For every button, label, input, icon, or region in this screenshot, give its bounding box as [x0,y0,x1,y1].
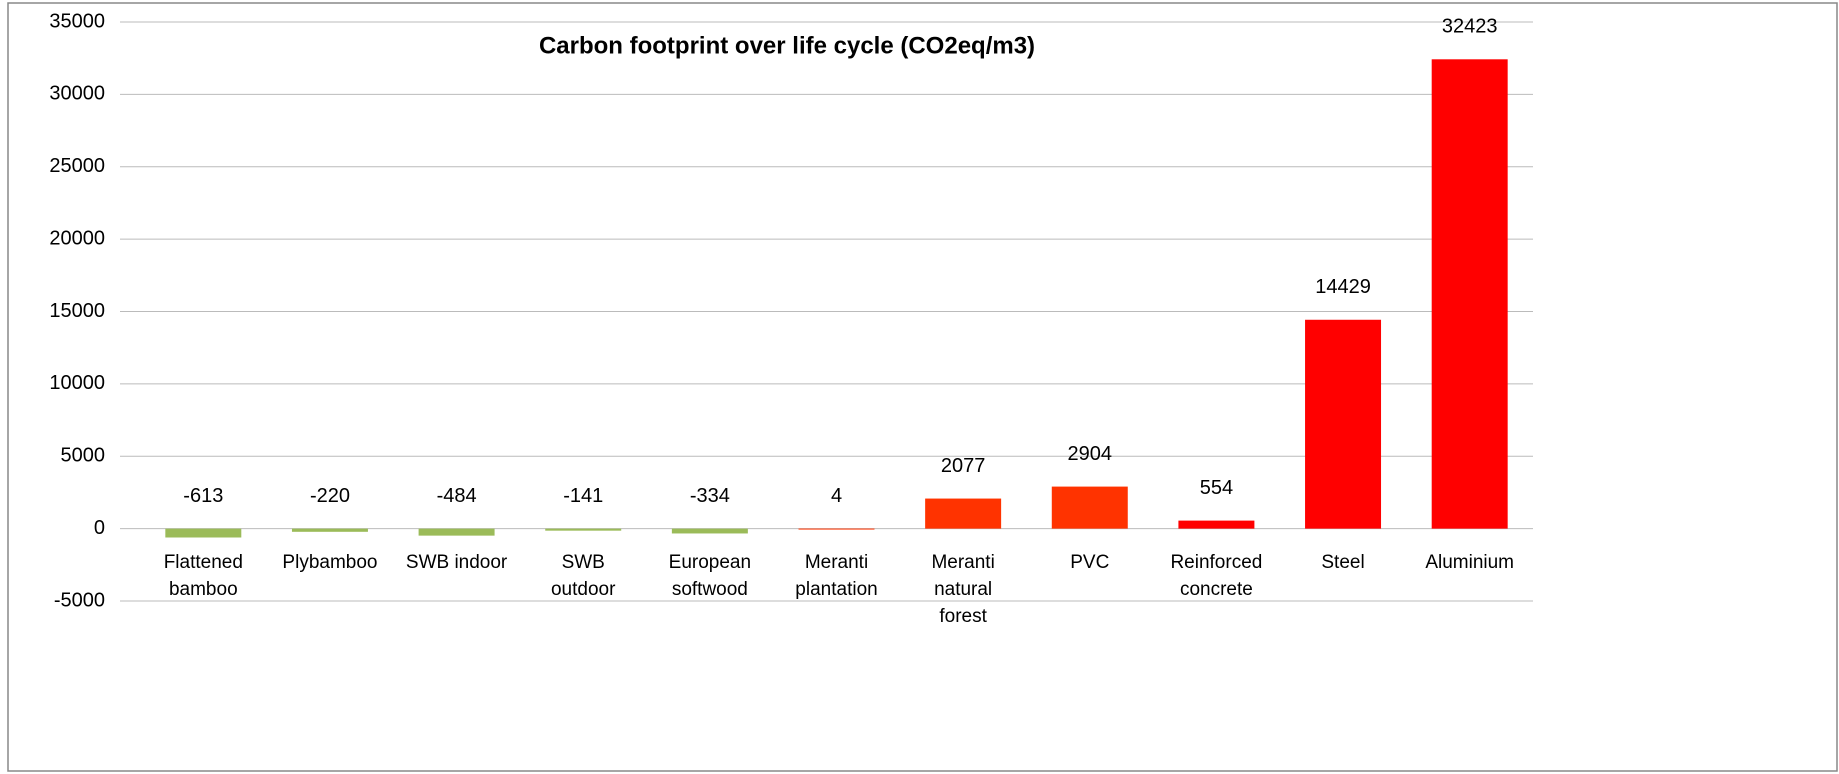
bar [1305,319,1382,529]
bar [671,528,748,534]
data-label: 4 [831,485,842,507]
x-tick-label: Reinforced concrete [1170,551,1263,600]
x-tick-label: SWB indoor [405,551,508,573]
data-label: -484 [437,485,477,507]
y-tick-label: 30000 [49,83,105,105]
y-tick-label: 5000 [61,445,106,467]
y-tick-label: 10000 [49,372,105,394]
data-label: -334 [690,485,730,507]
x-tick-label: Plybamboo [282,551,378,573]
bar [925,498,1002,529]
x-tick-label: Meranti plantation [795,551,878,600]
y-tick-label: -5000 [54,589,105,611]
data-label: 2077 [941,455,986,477]
bar [545,528,622,531]
y-tick-label: 15000 [49,300,105,322]
data-label: 14429 [1315,276,1371,298]
data-label: 554 [1200,477,1233,499]
data-label: 32423 [1442,16,1498,38]
data-label: 2904 [1068,443,1113,465]
y-tick-label: 25000 [49,155,105,177]
y-tick-label: 20000 [49,227,105,249]
bar [418,528,495,536]
bar [291,528,368,532]
x-tick-label: SWB outdoor [550,551,616,600]
bar [1051,486,1128,529]
data-label: -613 [183,485,223,507]
x-tick-label: Meranti natural forest [931,551,995,627]
chart-title: Carbon footprint over life cycle (CO2eq/… [539,32,1035,59]
x-tick-label: Aluminium [1425,551,1515,573]
bar [798,528,875,530]
x-tick-label: PVC [1070,551,1110,573]
y-tick-label: 0 [94,517,105,539]
data-label: -141 [563,485,603,507]
x-tick-label: European softwood [668,551,752,600]
frame [7,2,1838,772]
bar [165,528,242,538]
x-tick-label: Steel [1321,551,1365,573]
data-label: -220 [310,485,350,507]
bar [1178,520,1255,529]
y-tick-label: 35000 [49,10,105,32]
bar [1431,59,1508,529]
x-tick-label: Flattened bamboo [163,551,243,600]
